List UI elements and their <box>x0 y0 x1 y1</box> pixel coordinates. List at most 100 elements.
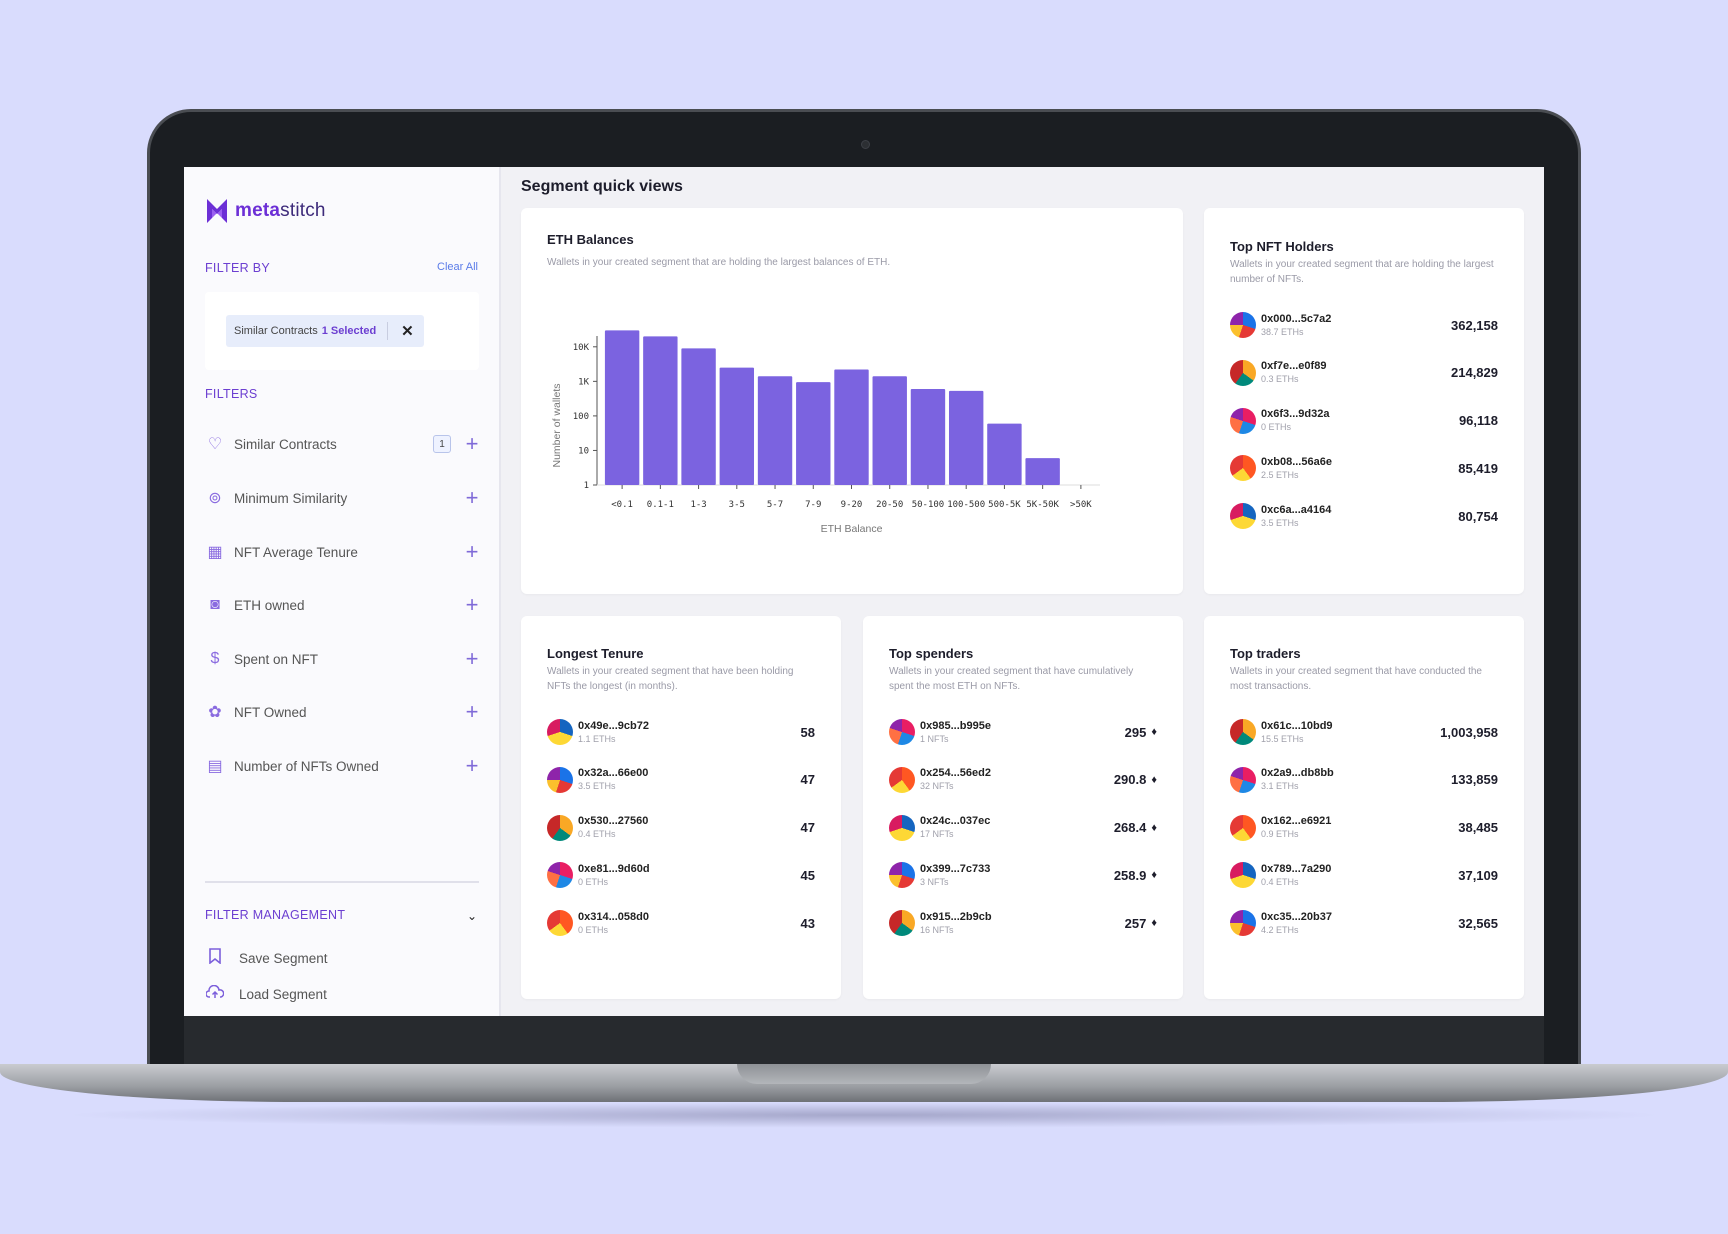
clear-all-link[interactable]: Clear All <box>437 261 478 273</box>
wallet-address[interactable]: 0x789...7a290 <box>1261 862 1332 875</box>
x-tick-label: 100-500 <box>947 500 985 510</box>
plus-icon[interactable]: + <box>465 592 479 617</box>
wallet-address[interactable]: 0x24c...037ec <box>920 815 991 828</box>
wallet-address[interactable]: 0x6f3...9d32a <box>1261 408 1330 421</box>
bar-500-5K <box>987 423 1022 485</box>
filter-minimum-similarity[interactable]: ⊚ Minimum Similarity + <box>205 483 481 513</box>
app-screen: metastitch FILTER BY Clear All Similar C… <box>184 167 1544 1016</box>
wallet-subtext: 15.5 ETHs <box>1261 733 1304 744</box>
plus-icon[interactable]: + <box>465 539 479 564</box>
wallet-value: 45 <box>800 867 815 883</box>
wallet-info: 0x985...b995e 1 NFTs <box>920 720 1125 745</box>
wallet-address[interactable]: 0x985...b995e <box>920 719 991 732</box>
filter-spent-on-nft[interactable]: $ Spent on NFT + <box>205 644 481 674</box>
wallet-info: 0x6f3...9d32a 0 ETHs <box>1261 408 1459 433</box>
wallet-address[interactable]: 0xe81...9d60d <box>578 862 650 875</box>
wallet-row[interactable]: 0x314...058d0 0 ETHs 43 <box>547 906 815 940</box>
wallet-row[interactable]: 0x61c...10bd9 15.5 ETHs 1,003,958 <box>1230 715 1498 749</box>
sidebar-divider <box>205 881 479 883</box>
filter-label: Spent on NFT <box>234 651 319 667</box>
wallet-address[interactable]: 0x32a...66e00 <box>578 767 649 780</box>
wallet-address[interactable]: 0xf7e...e0f89 <box>1261 360 1327 373</box>
wallet-row[interactable]: 0x32a...66e00 3.5 ETHs 47 <box>547 763 815 797</box>
wallet-address[interactable]: 0xc6a...a4164 <box>1261 503 1332 516</box>
filter-label: NFT Average Tenure <box>234 544 358 560</box>
card-title: Top spenders <box>889 646 974 661</box>
filter-similar-contracts[interactable]: ♡ Similar Contracts 1 + <box>205 429 481 459</box>
wallet-address[interactable]: 0x399...7c733 <box>920 862 991 875</box>
wallet-address[interactable]: 0x162...e6921 <box>1261 815 1332 828</box>
bar-5-7 <box>757 376 793 485</box>
wallet-address[interactable]: 0xc35...20b37 <box>1261 910 1332 923</box>
wallet-avatar <box>889 910 915 937</box>
wallet-icon: ◙ <box>210 596 220 613</box>
wallet-subtext: 0 ETHs <box>1261 422 1292 433</box>
wallet-row[interactable]: 0x6f3...9d32a 0 ETHs 96,118 <box>1230 404 1498 438</box>
wallet-address[interactable]: 0x915...2b9cb <box>920 910 992 923</box>
top-traders-card: Top traders Wallets in your created segm… <box>1204 616 1524 999</box>
bar-0.1-1 <box>643 336 678 485</box>
filter-label: ETH owned <box>234 597 305 613</box>
wallet-address[interactable]: 0x000...5c7a2 <box>1261 312 1332 325</box>
top-nft-holders-card: Top NFT Holders Wallets in your created … <box>1204 208 1524 594</box>
chevron-down-icon[interactable]: ⌄ <box>466 909 477 923</box>
filter-by-title: FILTER BY <box>205 261 270 275</box>
wallet-row[interactable]: 0x2a9...db8bb 3.1 ETHs 133,859 <box>1230 763 1498 797</box>
filter-nft-average-tenure[interactable]: ▦ NFT Average Tenure + <box>205 537 481 567</box>
wallet-row[interactable]: 0x789...7a290 0.4 ETHs 37,109 <box>1230 858 1498 892</box>
wallet-avatar <box>1230 910 1256 937</box>
wallet-address[interactable]: 0x61c...10bd9 <box>1261 719 1333 732</box>
wallet-row[interactable]: 0x530...27560 0.4 ETHs 47 <box>547 811 815 845</box>
filter-management-title[interactable]: FILTER MANAGEMENT <box>205 908 346 922</box>
y-tick-label: 100 <box>573 412 589 422</box>
wallet-row[interactable]: 0x399...7c733 3 NFTs 258.9 ♦ <box>889 858 1157 892</box>
wallet-row[interactable]: 0xc6a...a4164 3.5 ETHs 80,754 <box>1230 499 1498 533</box>
wallet-address[interactable]: 0x530...27560 <box>578 815 649 828</box>
x-tick-label: 9-20 <box>841 500 863 510</box>
wallet-subtext: 1 NFTs <box>920 733 949 744</box>
filter-label: Minimum Similarity <box>234 490 348 506</box>
wallet-row[interactable]: 0x24c...037ec 17 NFTs 268.4 ♦ <box>889 811 1157 845</box>
top-spenders-card: Top spenders Wallets in your created seg… <box>863 616 1183 999</box>
filter-eth-owned[interactable]: ◙ ETH owned + <box>205 590 481 620</box>
wallet-row[interactable]: 0x254...56ed2 32 NFTs 290.8 ♦ <box>889 763 1157 797</box>
laptop-notch <box>737 1064 991 1084</box>
wallet-row[interactable]: 0x000...5c7a2 38.7 ETHs 362,158 <box>1230 308 1498 342</box>
wallet-address[interactable]: 0x49e...9cb72 <box>578 719 649 732</box>
calendar-icon: ▦ <box>207 544 223 561</box>
wallet-value: 37,109 <box>1458 867 1498 883</box>
wallet-row[interactable]: 0x985...b995e 1 NFTs 295 ♦ <box>889 715 1157 749</box>
wallet-row[interactable]: 0x49e...9cb72 1.1 ETHs 58 <box>547 715 815 749</box>
save-segment-label: Save Segment <box>239 951 328 966</box>
page-title: Segment quick views <box>521 178 683 195</box>
wallet-avatar <box>1230 359 1256 386</box>
plus-icon[interactable]: + <box>465 699 479 724</box>
wallet-row[interactable]: 0x915...2b9cb 16 NFTs 257 ♦ <box>889 906 1157 940</box>
wallet-row[interactable]: 0xe81...9d60d 0 ETHs 45 <box>547 858 815 892</box>
wallet-avatar <box>547 910 573 937</box>
filter-nft-owned[interactable]: ✿ NFT Owned + <box>205 697 481 727</box>
plus-icon[interactable]: + <box>465 646 479 671</box>
plus-icon[interactable]: + <box>465 485 479 510</box>
wallet-info: 0x49e...9cb72 1.1 ETHs <box>578 720 801 745</box>
wallet-value: 258.9 <box>1113 867 1147 883</box>
wallet-address[interactable]: 0x314...058d0 <box>578 910 649 923</box>
filter-chip-similar-contracts[interactable]: Similar Contracts 1 Selected ✕ <box>226 315 424 347</box>
wallet-row[interactable]: 0x162...e6921 0.9 ETHs 38,485 <box>1230 811 1498 845</box>
logo[interactable]: metastitch <box>205 197 326 225</box>
save-segment-button[interactable]: Save Segment <box>205 948 328 969</box>
wallet-info: 0x162...e6921 0.9 ETHs <box>1261 815 1458 840</box>
wallet-address[interactable]: 0xb08...56a6e <box>1261 455 1332 468</box>
y-tick-label: 1 <box>584 481 589 491</box>
plus-icon[interactable]: + <box>465 753 479 778</box>
filter-number-of-nfts-owned[interactable]: ▤ Number of NFTs Owned + <box>205 751 481 781</box>
wallet-row[interactable]: 0xb08...56a6e 2.5 ETHs 85,419 <box>1230 451 1498 485</box>
wallet-address[interactable]: 0x254...56ed2 <box>920 767 991 780</box>
wallet-address[interactable]: 0x2a9...db8bb <box>1261 767 1334 780</box>
wallet-row[interactable]: 0xf7e...e0f89 0.3 ETHs 214,829 <box>1230 356 1498 390</box>
close-icon[interactable]: ✕ <box>401 323 414 340</box>
wallet-row[interactable]: 0xc35...20b37 4.2 ETHs 32,565 <box>1230 906 1498 940</box>
plus-icon[interactable]: + <box>465 431 479 456</box>
filter-label: Number of NFTs Owned <box>234 758 379 774</box>
load-segment-button[interactable]: Load Segment <box>205 984 327 1004</box>
